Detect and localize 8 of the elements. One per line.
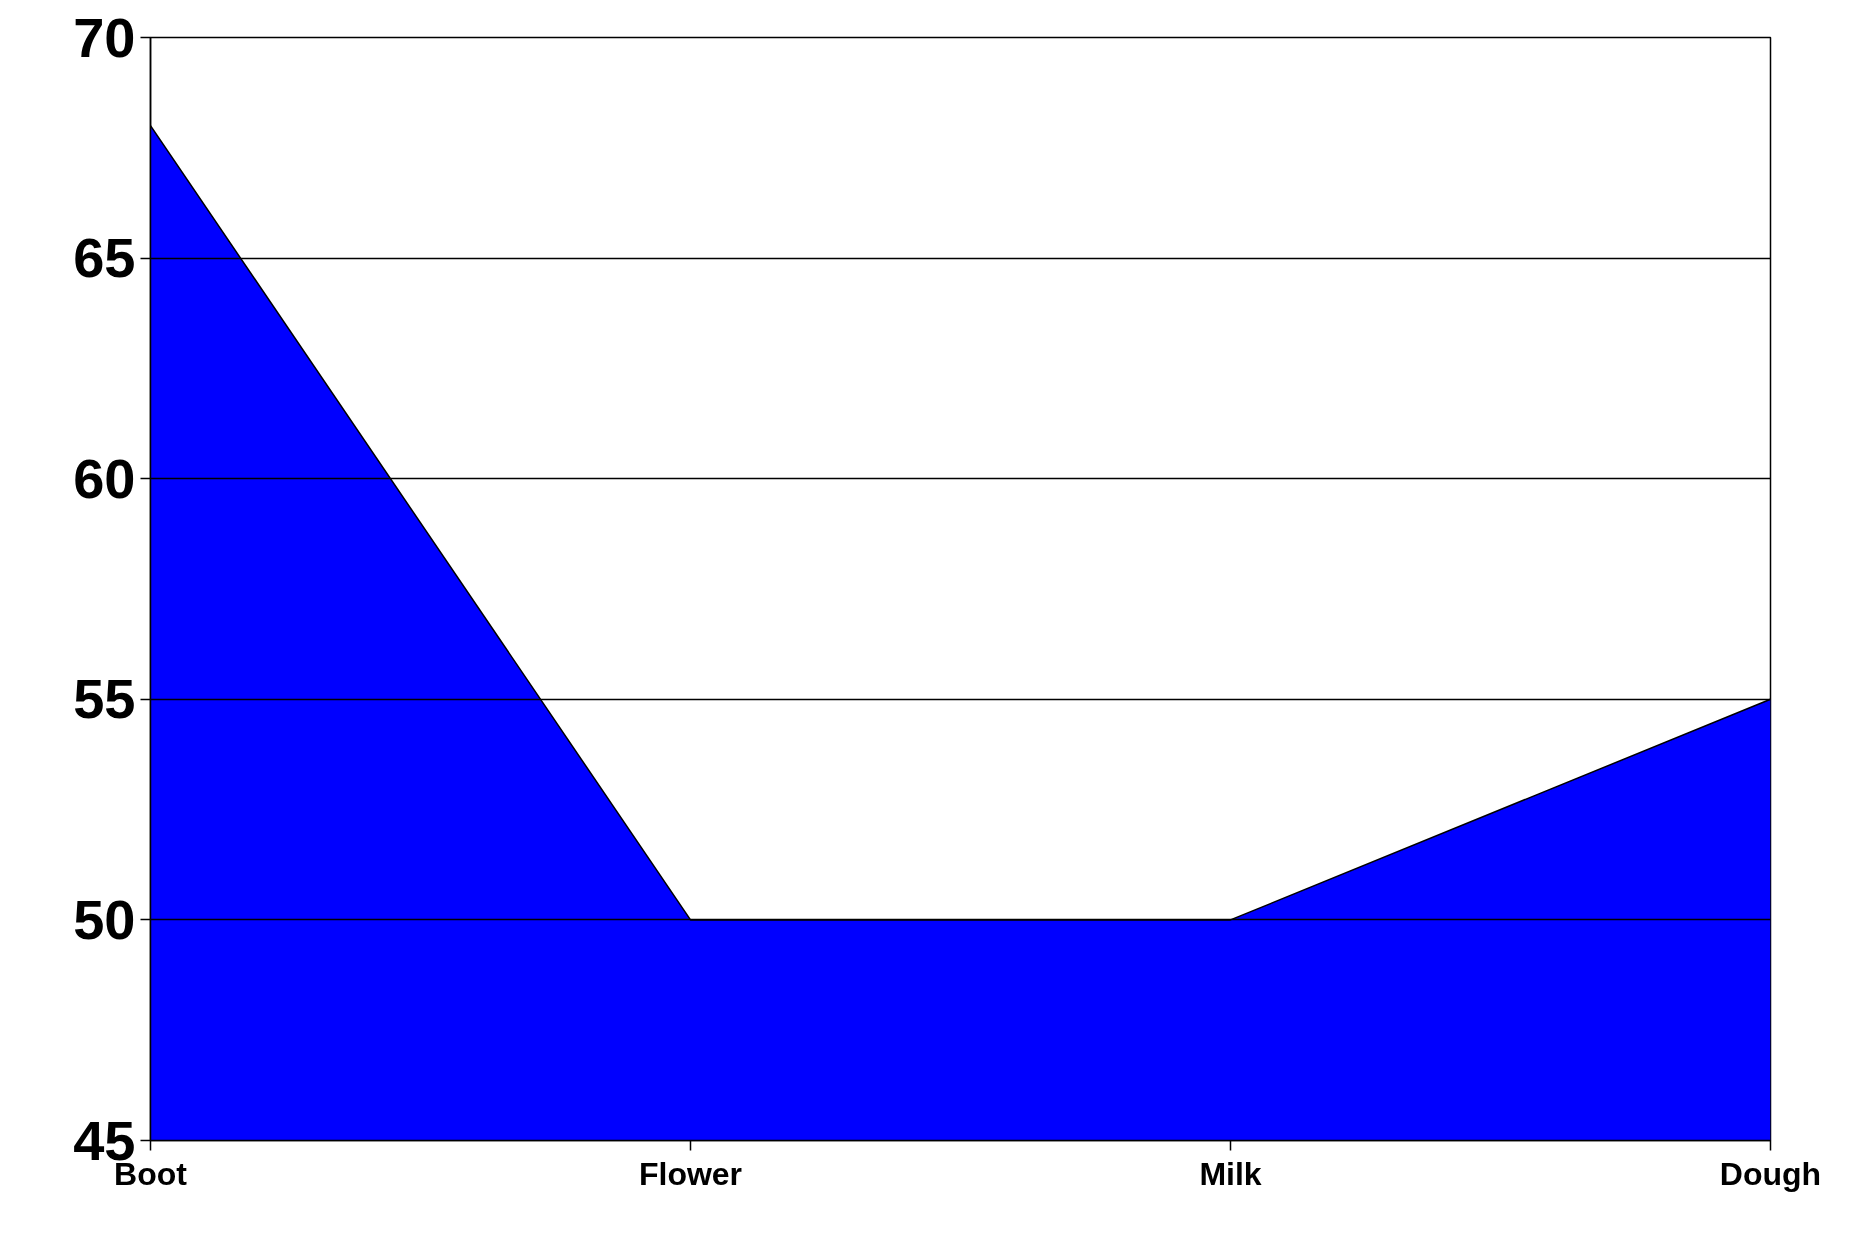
y-tick-label: 65	[73, 226, 136, 290]
x-tick-label: Milk	[1199, 1155, 1262, 1192]
y-tick-label: 50	[73, 887, 136, 951]
y-tick-label: 55	[73, 667, 136, 731]
x-tick-label: Dough	[1719, 1155, 1822, 1192]
y-tick-label: 60	[73, 446, 136, 510]
x-tick-label: Flower	[638, 1155, 743, 1192]
y-tick-label: 70	[73, 5, 136, 69]
